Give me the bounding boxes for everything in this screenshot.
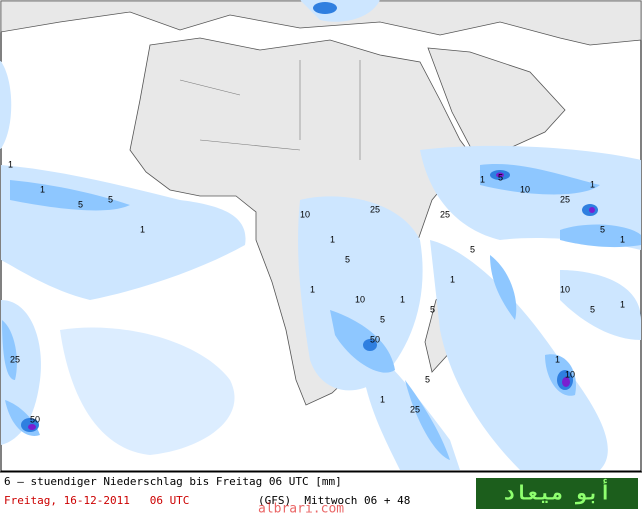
contour-label: 10 — [560, 284, 570, 294]
contour-label: 50 — [370, 334, 380, 344]
contour-label: 5 — [425, 374, 430, 384]
contour-label: 1 — [480, 174, 485, 184]
contour-label: 1 — [330, 234, 335, 244]
contour-label: 25 — [440, 209, 450, 219]
caption-date: Freitag, 16-12-2011 06 UTC — [4, 494, 189, 507]
contour-label: 1 — [555, 354, 560, 364]
contour-label: 1 — [590, 179, 595, 189]
contour-label: 10 — [355, 294, 365, 304]
contour-label: 5 — [498, 172, 503, 182]
contour-label: 1 — [400, 294, 405, 304]
contour-label: 1 — [8, 159, 13, 169]
contour-label: 10 — [520, 184, 530, 194]
contour-label: 5 — [590, 304, 595, 314]
precip-medium — [2, 164, 641, 460]
contour-label: 5 — [380, 314, 385, 324]
contour-label: 25 — [370, 204, 380, 214]
arabia — [427, 47, 566, 157]
watermark: albrari.com — [258, 502, 344, 515]
contour-label: 1 — [380, 394, 385, 404]
contour-label: 5 — [600, 224, 605, 234]
contour-label: 10 — [565, 369, 575, 379]
contour-label: 1 — [40, 184, 45, 194]
contour-label: 1 — [450, 274, 455, 284]
contour-label: 5 — [345, 254, 350, 264]
contour-label: 25 — [10, 354, 20, 364]
precip-extreme — [28, 172, 595, 430]
logo: أبو ميعاد — [503, 479, 611, 505]
contour-label: 10 — [300, 209, 310, 219]
contour-label: 25 — [560, 194, 570, 204]
logo-box — [476, 478, 638, 509]
land-north — [0, 0, 642, 46]
contour-label: 5 — [108, 194, 113, 204]
contour-label: 5 — [470, 244, 475, 254]
contour-label: 5 — [78, 199, 83, 209]
contour-label: 5 — [430, 304, 435, 314]
precip-light — [0, 0, 641, 470]
contour-label: 1 — [620, 234, 625, 244]
caption-run: (GFS) Mittwoch 06 + 48 — [258, 494, 410, 507]
contour-label: 1 — [140, 224, 145, 234]
contour-label: 50 — [30, 414, 40, 424]
contour-label: 25 — [410, 404, 420, 414]
contour-label: 1 — [310, 284, 315, 294]
contour-label: 1 — [620, 299, 625, 309]
caption-title: 6 – stuendiger Niederschlag bis Freitag … — [4, 475, 342, 488]
